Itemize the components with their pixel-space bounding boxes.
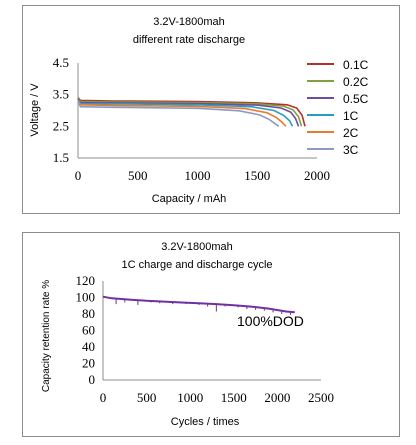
x-tick-label: 1500 <box>244 168 270 183</box>
cycle-chart: 3.2V-1800mah 1C charge and discharge cycl… <box>41 241 334 428</box>
y-tick-label: 0 <box>89 372 96 387</box>
series-line <box>77 100 280 127</box>
x-tick-label: 0 <box>100 390 107 405</box>
legend-label: 1C <box>343 109 359 123</box>
y-tick-label: 60 <box>82 323 95 338</box>
x-tick-label: 1000 <box>185 168 211 183</box>
x-tick-label: 0 <box>75 168 82 183</box>
x-tick-label: 2000 <box>304 168 330 183</box>
y-axis-label: Capacity retention rate % <box>41 280 52 392</box>
annotation-label: 100%DOD <box>237 313 304 329</box>
chart-subtitle: different rate discharge <box>133 34 245 46</box>
legend-label: 0.2C <box>343 75 369 89</box>
x-axis-label: Capacity / mAh <box>152 193 227 205</box>
x-tick-label: 1000 <box>177 390 203 405</box>
y-tick-label: 100 <box>76 290 96 305</box>
series-line <box>77 97 306 127</box>
x-tick-label: 2000 <box>264 390 290 405</box>
legend-label: 2C <box>343 126 359 140</box>
series-line <box>77 98 303 127</box>
legend-label: 0.1C <box>343 58 369 72</box>
series-line <box>77 98 300 127</box>
chart-title: 3.2V-1800mah <box>161 241 233 253</box>
x-axis-label: Cycles / times <box>171 416 240 428</box>
y-tick-label: 4.5 <box>53 55 69 70</box>
series-line <box>77 99 294 127</box>
legend-label: 3C <box>343 143 359 157</box>
y-tick-label: 1.5 <box>53 150 69 165</box>
chart-subtitle: 1C charge and discharge cycle <box>121 259 272 271</box>
cycle-chart-panel: 3.2V-1800mah 1C charge and discharge cycl… <box>22 232 400 437</box>
y-tick-label: 120 <box>76 273 96 288</box>
y-tick-label: 80 <box>82 306 95 321</box>
series-line <box>77 100 287 127</box>
legend-label: 0.5C <box>343 92 369 106</box>
discharge-chart-panel: 3.2V-1800mah different rate discharge 4.5 3… <box>22 5 400 214</box>
y-tick-label: 3.5 <box>53 87 69 102</box>
x-tick-label: 500 <box>137 390 157 405</box>
y-axis-label: Voltage / V <box>29 83 41 137</box>
chart-title: 3.2V-1800mah <box>153 16 225 28</box>
y-tick-label: 20 <box>82 356 95 371</box>
y-tick-label: 2.5 <box>53 118 69 133</box>
x-tick-label: 1500 <box>221 390 247 405</box>
x-tick-label: 500 <box>128 168 148 183</box>
x-tick-label: 2500 <box>308 390 334 405</box>
discharge-chart: 3.2V-1800mah different rate discharge 4.5 3… <box>29 16 369 205</box>
y-tick-label: 40 <box>82 339 95 354</box>
